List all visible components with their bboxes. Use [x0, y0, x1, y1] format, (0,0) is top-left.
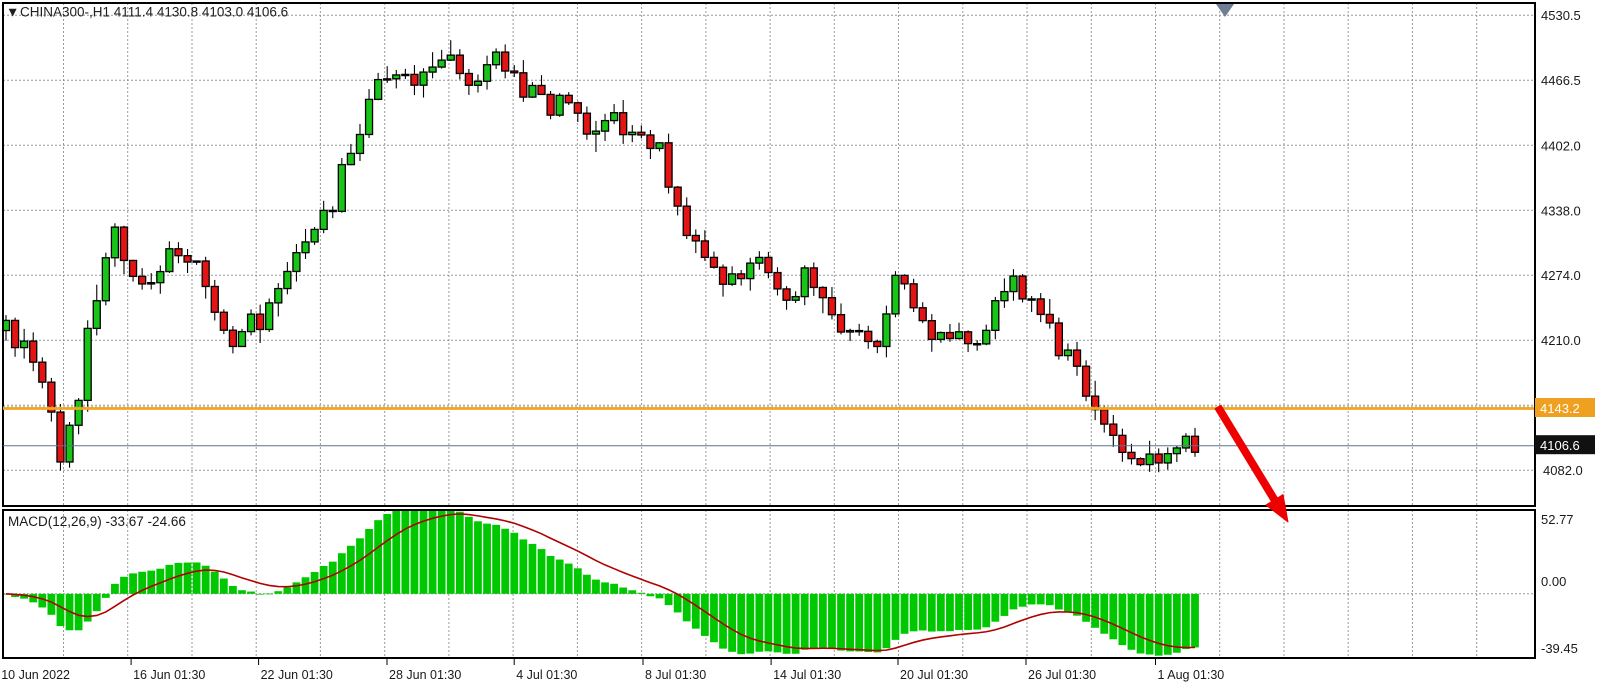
svg-text:10 Jun 2022: 10 Jun 2022 — [1, 668, 70, 682]
svg-text:4466.5: 4466.5 — [1541, 73, 1581, 88]
svg-text:4338.0: 4338.0 — [1541, 203, 1581, 218]
svg-text:-39.45: -39.45 — [1541, 641, 1578, 656]
svg-text:▼: ▼ — [6, 5, 19, 20]
svg-text:14 Jul 01:30: 14 Jul 01:30 — [773, 668, 841, 682]
svg-text:CHINA300-,H1 4111.4 4130.8 41: CHINA300-,H1 4111.4 4130.8 4103.0 4106.6 — [20, 5, 288, 20]
svg-text:28 Jun 01:30: 28 Jun 01:30 — [389, 668, 461, 682]
svg-text:52.77: 52.77 — [1541, 512, 1574, 527]
svg-text:4530.5: 4530.5 — [1541, 8, 1581, 23]
svg-text:20 Jul 01:30: 20 Jul 01:30 — [900, 668, 968, 682]
svg-text:16 Jun 01:30: 16 Jun 01:30 — [133, 668, 205, 682]
svg-text:4210.0: 4210.0 — [1541, 333, 1581, 348]
svg-text:4082.0: 4082.0 — [1543, 463, 1583, 478]
svg-text:1 Aug 01:30: 1 Aug 01:30 — [1158, 668, 1225, 682]
svg-text:4274.0: 4274.0 — [1541, 268, 1581, 283]
svg-text:4106.6: 4106.6 — [1540, 438, 1580, 453]
svg-text:0.00: 0.00 — [1541, 574, 1566, 589]
svg-text:4 Jul 01:30: 4 Jul 01:30 — [516, 668, 577, 682]
svg-text:MACD(12,26,9) -33.67 -24.66: MACD(12,26,9) -33.67 -24.66 — [8, 514, 186, 529]
svg-text:8 Jul 01:30: 8 Jul 01:30 — [645, 668, 706, 682]
svg-text:22 Jun 01:30: 22 Jun 01:30 — [261, 668, 333, 682]
svg-text:26 Jul 01:30: 26 Jul 01:30 — [1028, 668, 1096, 682]
svg-text:4402.0: 4402.0 — [1541, 138, 1581, 153]
svg-text:4143.2: 4143.2 — [1540, 401, 1580, 416]
